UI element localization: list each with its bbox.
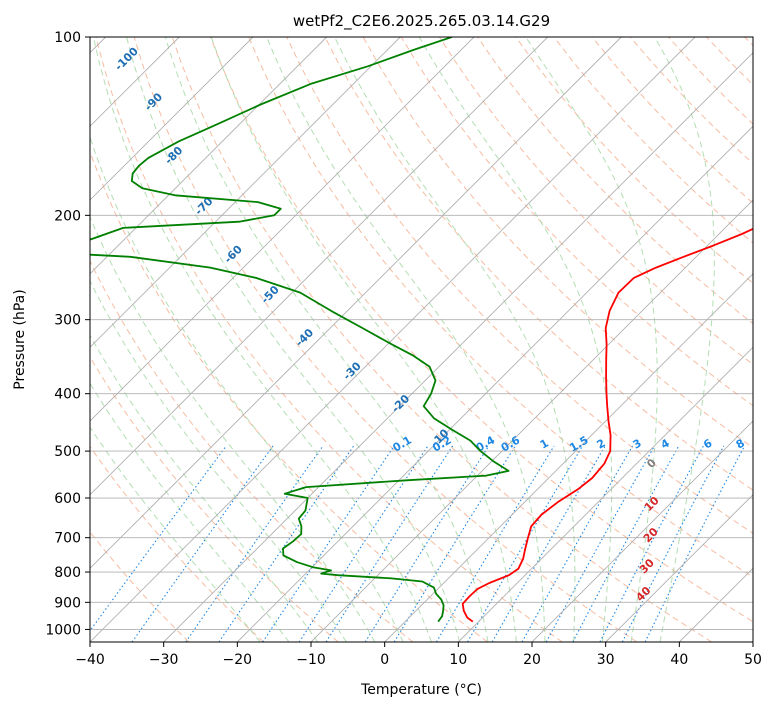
- isotherm-line: [310, 199, 753, 642]
- x-tick-label: 50: [744, 652, 762, 668]
- isotherm-line: [90, 37, 622, 569]
- mixing-ratio-line: [325, 445, 454, 642]
- y-tick-label: 100: [54, 30, 81, 46]
- dry-adiabat-line: [90, 259, 414, 642]
- dry-adiabat-line: [210, 37, 753, 623]
- moist-adiabats: [90, 37, 715, 642]
- y-tick-label: 1000: [45, 622, 81, 638]
- isobars: [90, 37, 753, 630]
- mixing-ratio-line: [644, 445, 746, 642]
- moist-adiabat-line: [90, 215, 376, 642]
- isotherm-line: [90, 37, 401, 348]
- y-tick-label: 900: [54, 595, 81, 611]
- moist-adiabat-line: [90, 135, 404, 642]
- mixing-ratio-line: [467, 445, 584, 642]
- y-axis: 100 200 300 400 500 600 700 800 900 1000: [45, 30, 90, 638]
- mixing-ratio-line: [435, 445, 555, 642]
- y-tick-label: 500: [54, 444, 81, 460]
- moist-adiabat-line: [654, 37, 715, 642]
- dry-adiabat-line: [324, 37, 753, 491]
- y-axis-label: Pressure (hPa): [12, 289, 28, 389]
- isotherm-line: [457, 346, 753, 642]
- y-tick-label: 600: [54, 491, 81, 507]
- moist-adiabat-line: [90, 426, 261, 642]
- isotherm-line: [90, 37, 328, 275]
- isotherm-line: [90, 37, 549, 496]
- mixing-ratio-line: [545, 445, 656, 642]
- isotherm-line: [384, 273, 753, 642]
- dewpoint-profile-line: [90, 37, 510, 623]
- dry-adiabat-line: [248, 37, 753, 578]
- dry-adiabat-line: [95, 37, 563, 642]
- x-tick-label: 30: [597, 652, 615, 668]
- dry-adiabat-line: [515, 37, 753, 284]
- mixing-ratio-line: [621, 445, 725, 642]
- isotherm-line: [531, 420, 753, 642]
- mixing-ratio-line: [262, 445, 395, 642]
- mixing-ratio-line: [521, 445, 633, 642]
- dry-adiabat-line: [171, 37, 712, 642]
- x-tick-label: −40: [75, 652, 105, 668]
- x-axis: −40 −30 −20 −10 0 10 20 30 40 50: [75, 642, 762, 668]
- isotherm-line: [90, 37, 254, 201]
- y-tick-label: 400: [54, 387, 81, 403]
- mixing-ratio-line: [364, 445, 490, 642]
- x-tick-label: 40: [670, 652, 688, 668]
- moist-adiabat-line: [525, 37, 658, 642]
- plot-area: -100-90-80-70-60-50-40-30-20-10010203040…: [90, 37, 753, 642]
- x-tick-label: 20: [523, 652, 541, 668]
- x-axis-label: Temperature (°C): [360, 682, 482, 698]
- x-tick-label: −10: [296, 652, 326, 668]
- mixing-ratio-lines: [90, 445, 746, 642]
- y-tick-label: 700: [54, 531, 81, 547]
- temperature-profile-line: [461, 227, 753, 623]
- x-tick-label: −30: [149, 652, 179, 668]
- isotherm-line: [163, 52, 753, 642]
- moist-adiabat-line: [90, 382, 290, 642]
- y-tick-label: 300: [54, 313, 81, 329]
- dry-adiabat-line: [90, 445, 264, 642]
- moist-adiabat-line: [90, 334, 319, 642]
- isotherm-line: [90, 37, 696, 642]
- chart-title: wetPf2_C2E6.2025.265.03.14.G29: [293, 12, 550, 31]
- moist-adiabat-line: [210, 37, 517, 642]
- moist-adiabat-line: [418, 37, 613, 642]
- mixing-ratio-line: [218, 445, 355, 642]
- plot-frame: [89, 36, 754, 643]
- x-tick-label: 0: [380, 652, 389, 668]
- x-tick-label: 10: [449, 652, 467, 668]
- mixing-ratio-line: [131, 445, 274, 642]
- sounding-series: [90, 37, 753, 623]
- mixing-ratio-line: [298, 445, 429, 642]
- isotherm-line: [605, 494, 753, 642]
- isotherm-line: [236, 125, 753, 642]
- isotherm-line: [90, 37, 475, 422]
- isotherms: [90, 37, 753, 642]
- moist-adiabat-line: [334, 37, 576, 642]
- y-tick-label: 800: [54, 565, 81, 581]
- x-tick-label: −20: [223, 652, 253, 668]
- moist-adiabat-line: [266, 37, 546, 642]
- moist-adiabat-line: [164, 37, 489, 642]
- dry-adiabat-line: [90, 356, 339, 642]
- dry-adiabat-line: [286, 37, 753, 534]
- y-tick-label: 200: [54, 208, 81, 224]
- moist-adiabat-line: [126, 37, 461, 642]
- moist-adiabat-line: [92, 37, 432, 642]
